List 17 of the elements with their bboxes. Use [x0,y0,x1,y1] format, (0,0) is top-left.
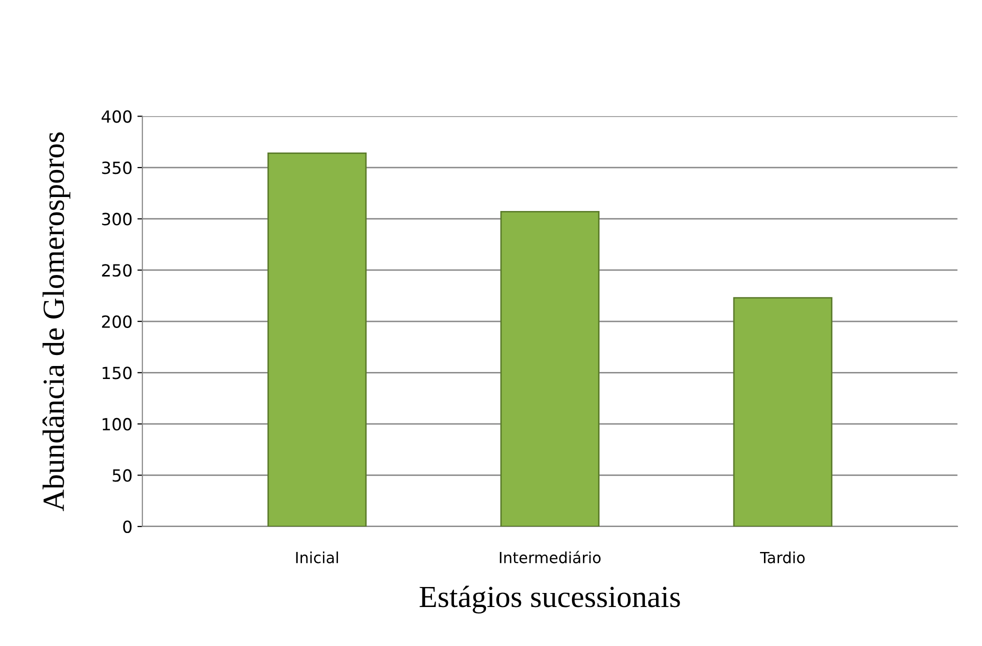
x-tick-label: Tardio [760,551,805,564]
x-axis-title: Estágios sucessionais [420,586,680,614]
y-tick-label: 200 [102,315,132,328]
y-axis-title: Abundância de Glomerosporos [42,132,70,512]
bar [733,297,832,526]
y-tick-label: 150 [102,366,132,380]
y-tick-label: 400 [102,110,132,123]
bar [267,152,367,526]
y-tick-label: 300 [102,212,132,226]
y-tick-label: 50 [112,469,132,482]
x-tick-label: Inicial [296,551,338,564]
bar [500,210,600,526]
y-tick-label: 250 [102,264,132,277]
x-tick-label: Intermediário [500,550,601,564]
y-tick-label: 350 [102,162,132,174]
y-tick-label: 100 [102,418,132,431]
y-tick-label: 0 [123,520,132,534]
